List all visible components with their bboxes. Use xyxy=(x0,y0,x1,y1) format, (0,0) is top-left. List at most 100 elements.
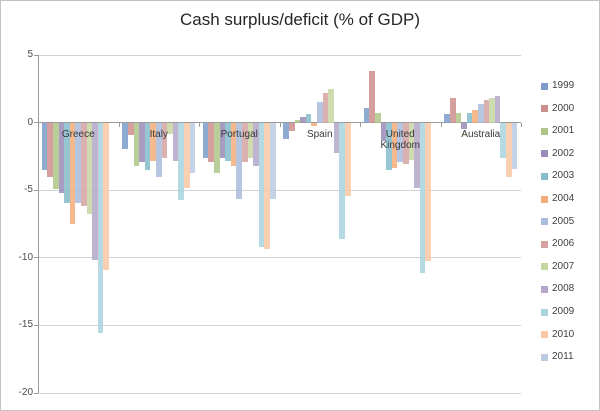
bar-portugal-2008 xyxy=(253,123,259,167)
legend-swatch-2004 xyxy=(541,195,548,203)
bar-australia-2009 xyxy=(500,123,506,159)
bar-spain-2001 xyxy=(294,119,301,123)
bar-greece-2010 xyxy=(103,123,110,271)
bar-portugal-2000 xyxy=(208,123,215,163)
legend-swatch-2006 xyxy=(541,240,548,248)
bar-australia-2010 xyxy=(505,123,512,178)
y-axis-label--5: -5 xyxy=(24,184,33,196)
gridline--15 xyxy=(38,324,521,326)
category-label-portugal: Portugal xyxy=(220,128,258,140)
legend-label-2006: 2006 xyxy=(552,238,575,250)
legend-item-2002: 2002 xyxy=(541,147,574,160)
legend-item-2000: 2000 xyxy=(541,102,574,115)
bar-italy-2001 xyxy=(133,123,140,167)
bar-greece-2007 xyxy=(86,123,93,214)
legend-swatch-2003 xyxy=(541,172,548,180)
bar-united-kingdom-2010 xyxy=(425,123,432,261)
category-label-greece: Greece xyxy=(61,128,95,140)
bar-australia-2007 xyxy=(489,98,495,123)
bar-italy-2003 xyxy=(144,123,151,171)
x-axis-tick-6 xyxy=(521,122,522,127)
legend-label-2005: 2005 xyxy=(552,215,575,227)
gridline-5 xyxy=(38,54,521,56)
y-axis-tick--10 xyxy=(34,257,38,259)
legend-label-2000: 2000 xyxy=(552,102,575,114)
x-axis-tick-5 xyxy=(440,122,442,127)
y-axis-tick--15 xyxy=(34,324,38,326)
x-axis-tick-3 xyxy=(279,122,281,127)
legend-label-2004: 2004 xyxy=(552,193,575,204)
bar-united-kingdom-2008 xyxy=(414,123,420,188)
bar-portugal-2010 xyxy=(264,123,271,249)
bar-australia-2004 xyxy=(472,110,478,123)
bar-italy-2005 xyxy=(155,123,162,178)
chart-title: Cash surplus/deficit (% of GDP) xyxy=(180,10,420,29)
y-axis-tick--5 xyxy=(34,189,38,191)
bar-italy-2010 xyxy=(183,123,190,188)
bar-spain-2005 xyxy=(316,102,323,123)
bar-greece-1999 xyxy=(41,123,48,171)
gridline--10 xyxy=(38,257,521,259)
bar-italy-2007 xyxy=(167,123,173,134)
bar-united-kingdom-2007 xyxy=(408,123,415,160)
bar-spain-2006 xyxy=(322,92,329,123)
legend-swatch-2005 xyxy=(541,218,548,226)
y-axis-line xyxy=(38,55,39,393)
legend-label-2009: 2009 xyxy=(552,306,575,317)
bar-united-kingdom-2006 xyxy=(403,123,409,164)
legend-item-2010: 2010 xyxy=(541,328,574,341)
y-axis-tick--20 xyxy=(34,392,38,394)
bar-italy-2008 xyxy=(172,123,179,161)
legend-swatch-2007 xyxy=(541,263,548,271)
legend-item-2007: 2007 xyxy=(541,260,574,273)
legend-item-2008: 2008 xyxy=(541,283,574,296)
bar-greece-2002 xyxy=(58,123,65,194)
bar-united-kingdom-2009 xyxy=(419,123,426,274)
bar-spain-2003 xyxy=(305,114,312,123)
x-axis-tick-2 xyxy=(199,122,200,127)
bar-greece-2008 xyxy=(92,123,98,260)
y-axis-label--15: -15 xyxy=(18,319,33,331)
legend-label-2008: 2008 xyxy=(552,283,575,295)
legend-label-2007: 2007 xyxy=(552,260,575,272)
bar-united-kingdom-2000 xyxy=(369,71,376,123)
bar-united-kingdom-2005 xyxy=(397,123,404,163)
legend-label-2001: 2001 xyxy=(552,125,575,137)
bar-australia-1999 xyxy=(444,114,450,123)
bar-greece-2006 xyxy=(81,123,87,206)
legend-label-2002: 2002 xyxy=(552,147,575,159)
bar-united-kingdom-2002 xyxy=(380,123,387,141)
category-label-australia: Australia xyxy=(461,128,501,140)
gridline--5 xyxy=(38,189,521,191)
bar-greece-2003 xyxy=(64,123,70,203)
bar-spain-2008 xyxy=(333,123,340,153)
bar-greece-2001 xyxy=(53,123,59,190)
legend-swatch-2002 xyxy=(541,150,548,158)
legend-item-2001: 2001 xyxy=(541,125,574,138)
gridline--20 xyxy=(38,392,521,394)
legend-item-2006: 2006 xyxy=(541,238,574,251)
category-label-united-kingdom: United Kingdom xyxy=(380,128,420,151)
bar-italy-2009 xyxy=(178,123,184,201)
bar-spain-2009 xyxy=(339,123,345,240)
bar-portugal-2006 xyxy=(242,123,248,163)
bar-portugal-2001 xyxy=(214,123,220,174)
bar-portugal-2005 xyxy=(236,123,243,199)
x-axis-tick-0 xyxy=(38,122,39,127)
bar-spain-2004 xyxy=(311,123,317,126)
bar-australia-2001 xyxy=(455,113,462,123)
bar-italy-2004 xyxy=(150,123,156,161)
bar-united-kingdom-2001 xyxy=(375,113,381,123)
legend-label-2010: 2010 xyxy=(552,328,575,340)
legend-swatch-2010 xyxy=(541,331,548,339)
legend-swatch-2001 xyxy=(541,127,548,135)
bar-australia-2002 xyxy=(461,123,467,129)
bar-spain-2007 xyxy=(328,88,334,123)
legend-item-2009: 2009 xyxy=(541,306,574,319)
y-axis-label-0: 0 xyxy=(27,116,33,128)
bar-greece-2000 xyxy=(47,123,54,178)
bar-portugal-2003 xyxy=(225,123,231,161)
bar-portugal-2009 xyxy=(258,123,265,248)
legend-item-2011: 2011 xyxy=(541,351,574,364)
